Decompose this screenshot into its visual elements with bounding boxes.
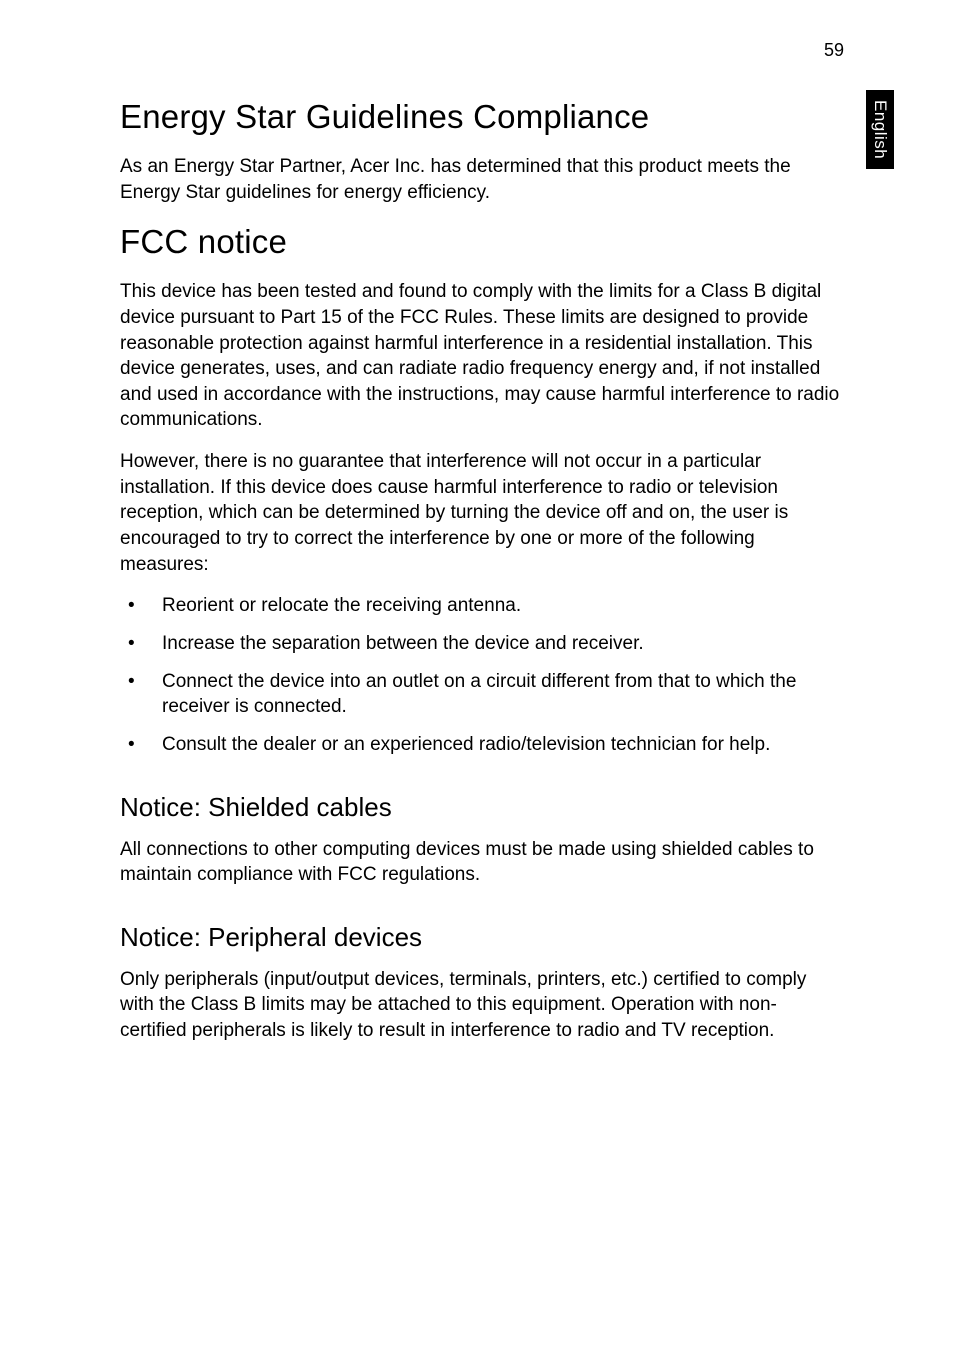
language-tab: English <box>866 90 894 169</box>
page-number: 59 <box>824 40 844 61</box>
heading-shielded-cables: Notice: Shielded cables <box>120 792 840 823</box>
paragraph: Only peripherals (input/output devices, … <box>120 967 840 1044</box>
bullet-list: Reorient or relocate the receiving anten… <box>120 593 840 757</box>
heading-peripheral-devices: Notice: Peripheral devices <box>120 922 840 953</box>
list-item: Connect the device into an outlet on a c… <box>120 669 840 720</box>
heading-fcc-notice: FCC notice <box>120 223 840 261</box>
list-item: Consult the dealer or an experienced rad… <box>120 732 840 758</box>
list-item: Increase the separation between the devi… <box>120 631 840 657</box>
page-content: Energy Star Guidelines Compliance As an … <box>120 80 840 1060</box>
paragraph: All connections to other computing devic… <box>120 837 840 888</box>
paragraph: However, there is no guarantee that inte… <box>120 449 840 577</box>
paragraph: As an Energy Star Partner, Acer Inc. has… <box>120 154 840 205</box>
paragraph: This device has been tested and found to… <box>120 279 840 433</box>
heading-energy-star: Energy Star Guidelines Compliance <box>120 98 840 136</box>
list-item: Reorient or relocate the receiving anten… <box>120 593 840 619</box>
